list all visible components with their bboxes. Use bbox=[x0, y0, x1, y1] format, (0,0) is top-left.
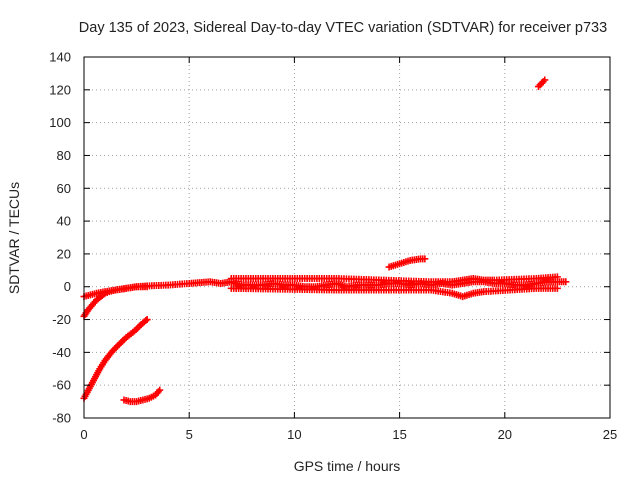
data-point bbox=[553, 273, 561, 281]
x-tick-label: 20 bbox=[498, 427, 512, 442]
x-tick-label: 15 bbox=[392, 427, 406, 442]
x-tick-label: 0 bbox=[80, 427, 87, 442]
data-point bbox=[553, 284, 561, 292]
series-diagonal bbox=[80, 316, 151, 402]
chart-title: Day 135 of 2023, Sidereal Day-to-day VTE… bbox=[79, 20, 607, 36]
series-arc-lower bbox=[80, 283, 151, 320]
series-spike bbox=[534, 76, 549, 91]
y-tick-label: -40 bbox=[52, 345, 71, 360]
plot-frame bbox=[83, 56, 611, 419]
y-tick-label: 80 bbox=[57, 148, 71, 163]
grid-lines bbox=[84, 57, 610, 418]
data-marker bbox=[100, 290, 108, 298]
x-axis-label: GPS time / hours bbox=[294, 458, 401, 474]
data-point bbox=[562, 278, 570, 286]
y-tick-label: 40 bbox=[57, 214, 71, 229]
axis-ticks: 0 5 10 15 20 25 -80 -60 -40 -20 0 20 40 60 80 100 120 140 bbox=[49, 50, 617, 443]
y-tick-label: -80 bbox=[52, 411, 71, 426]
y-tick-label: 100 bbox=[49, 115, 71, 130]
series-band-spread-top bbox=[227, 273, 561, 286]
data-points bbox=[80, 76, 570, 406]
data-marker bbox=[142, 317, 150, 325]
x-tick-label: 25 bbox=[603, 427, 617, 442]
y-tick-label: -60 bbox=[52, 378, 71, 393]
data-point bbox=[421, 255, 429, 263]
series-low-arc bbox=[120, 386, 164, 406]
series-band-spread-bottom bbox=[227, 284, 561, 301]
y-tick-label: 0 bbox=[64, 279, 71, 294]
y-tick-label: 120 bbox=[49, 82, 71, 97]
x-tick-label: 10 bbox=[287, 427, 301, 442]
x-tick-label: 5 bbox=[186, 427, 193, 442]
y-tick-label: 60 bbox=[57, 181, 71, 196]
data-point bbox=[541, 76, 549, 84]
y-axis-label: SDTVAR / TECUs bbox=[6, 182, 22, 294]
data-point bbox=[156, 386, 164, 394]
series-mid-segment bbox=[385, 255, 429, 271]
y-tick-label: 20 bbox=[57, 246, 71, 261]
y-tick-label: -20 bbox=[52, 312, 71, 327]
data-point bbox=[143, 316, 151, 324]
y-tick-label: 140 bbox=[49, 50, 71, 65]
data-point bbox=[143, 283, 151, 291]
